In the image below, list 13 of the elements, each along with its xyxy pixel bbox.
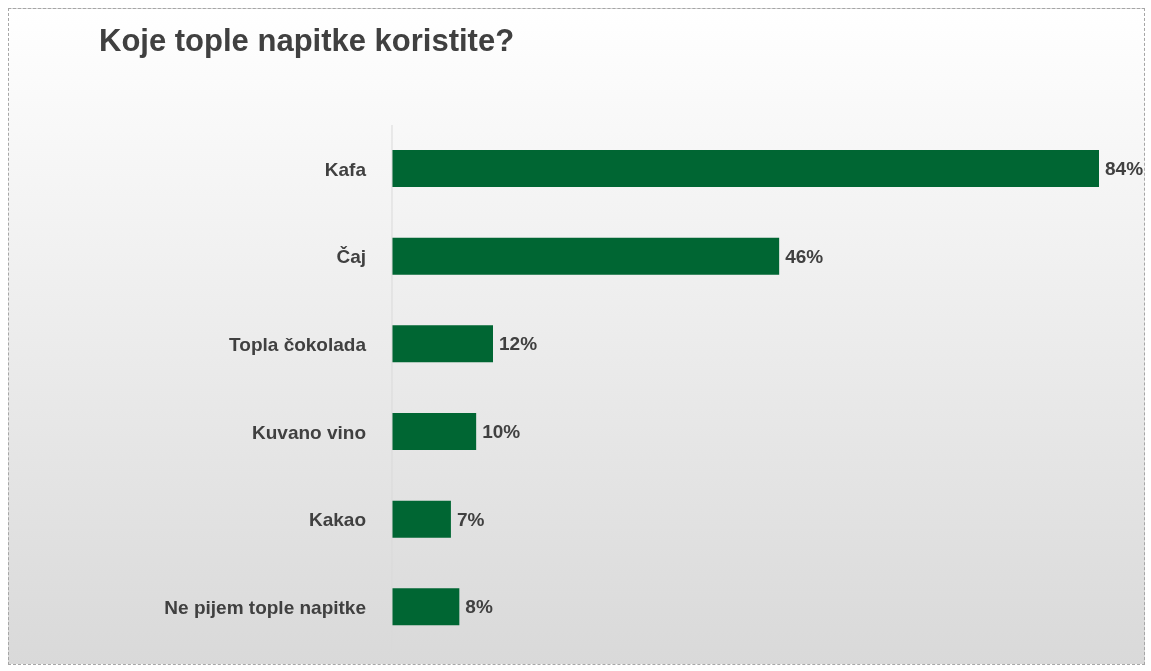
y-tick-label: Ne pijem tople napitke <box>164 596 366 618</box>
y-tick-label: Kuvano vino <box>251 421 366 443</box>
y-tick-label: Čaj <box>336 246 366 268</box>
chart-title: Koje tople napitke koristite? <box>99 23 515 59</box>
data-label: 7% <box>456 508 485 530</box>
data-label: 12% <box>499 333 538 355</box>
data-label: 8% <box>465 596 493 618</box>
data-label: 46% <box>785 245 824 267</box>
y-tick-label: Kakao <box>308 509 366 531</box>
y-tick-label: Kafa <box>324 158 367 180</box>
data-label: 10% <box>482 421 521 443</box>
data-label: 84% <box>1105 158 1144 180</box>
y-tick-label: Topla čokolada <box>229 333 367 355</box>
